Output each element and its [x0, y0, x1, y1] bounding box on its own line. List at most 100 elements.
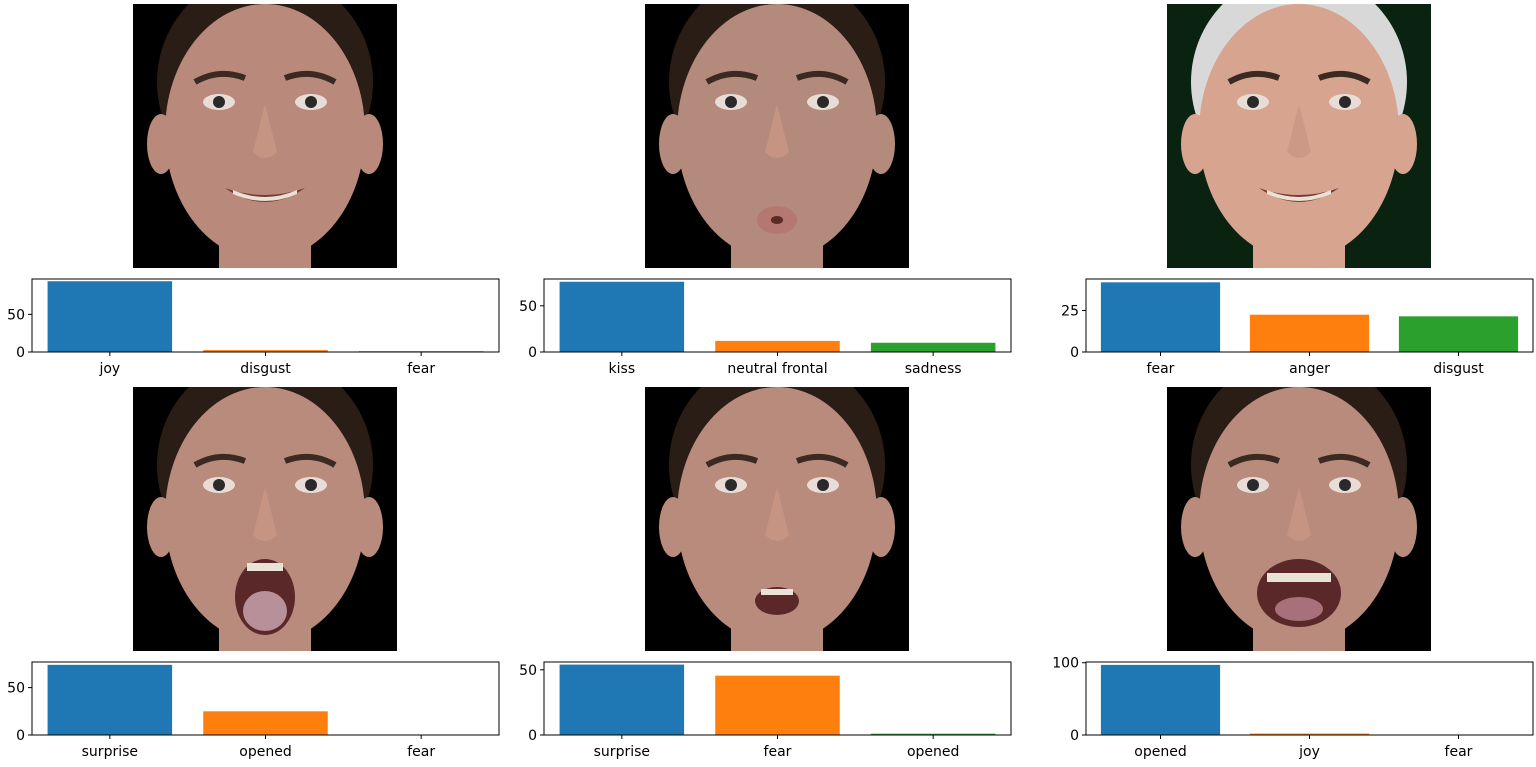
bar — [870, 733, 996, 735]
left-eyebrow — [705, 453, 759, 468]
left-eyebrow — [193, 453, 247, 468]
left-pupil — [725, 96, 737, 108]
left-pupil — [213, 96, 225, 108]
nose — [765, 487, 789, 541]
left-eyebrow — [705, 70, 759, 85]
lips-opening — [771, 216, 783, 224]
nose — [253, 104, 277, 158]
face-image — [133, 387, 397, 651]
y-tick-label: 0 — [528, 728, 537, 744]
bar — [203, 350, 328, 352]
face-photo — [133, 387, 397, 651]
y-tick-label: 0 — [16, 728, 25, 744]
face-photo — [133, 4, 397, 268]
left-pupil — [725, 479, 737, 491]
mouth — [225, 188, 305, 202]
y-tick-label: 50 — [519, 663, 537, 679]
x-tick-label: surprise — [82, 744, 138, 760]
x-tick-label: joy — [1298, 744, 1320, 760]
right-pupil — [1339, 96, 1351, 108]
bar — [1398, 316, 1519, 352]
teeth — [761, 589, 793, 595]
x-tick-label: surprise — [594, 744, 650, 760]
chart-panel: 0 100 opened joy fear — [1024, 383, 1536, 766]
x-tick-label: joy — [98, 361, 120, 377]
face-image — [1167, 387, 1431, 651]
y-tick-label: 0 — [16, 345, 25, 361]
teeth — [1267, 573, 1331, 582]
face-image — [645, 387, 909, 651]
chart-panel: 0 50 joy disgust fear — [0, 0, 512, 383]
bar-chart: 0 100 opened joy fear — [1052, 656, 1534, 760]
y-tick-label: 0 — [528, 345, 537, 361]
bar-chart: 0 50 kiss neutral frontal sadness — [519, 278, 1012, 377]
left-eyebrow — [1227, 453, 1281, 468]
right-pupil — [1339, 479, 1351, 491]
left-eyebrow — [193, 70, 247, 85]
left-pupil — [1247, 96, 1259, 108]
y-tick-label: 25 — [1061, 304, 1079, 320]
chart-panel: 0 50 surprise opened fear — [0, 383, 512, 766]
bar — [47, 664, 173, 735]
teeth — [1267, 190, 1331, 201]
bar-chart: 0 25 fear anger disgust — [1061, 278, 1534, 377]
teeth — [247, 563, 283, 571]
right-eyebrow — [795, 453, 849, 468]
face-image — [645, 4, 909, 268]
x-tick-label: opened — [907, 744, 959, 760]
right-eyebrow — [795, 70, 849, 85]
x-tick-label: fear — [1147, 361, 1175, 377]
bar — [1100, 282, 1221, 352]
chart-panel: 0 50 kiss neutral frontal sadness — [512, 0, 1024, 383]
bar — [47, 281, 173, 352]
x-tick-label: opened — [1134, 744, 1186, 760]
bar — [715, 340, 840, 352]
nose — [1287, 487, 1311, 541]
bar — [203, 711, 328, 735]
x-tick-label: neutral frontal — [727, 361, 827, 377]
bar-chart: 0 50 surprise opened fear — [7, 661, 500, 760]
x-tick-label: fear — [407, 361, 435, 377]
right-eyebrow — [283, 453, 337, 468]
face-image — [133, 4, 397, 268]
y-tick-label: 50 — [7, 307, 25, 323]
x-tick-label: sadness — [905, 361, 962, 377]
right-pupil — [817, 479, 829, 491]
nose — [765, 104, 789, 158]
face-photo — [645, 4, 909, 268]
right-pupil — [305, 96, 317, 108]
x-tick-label: disgust — [240, 361, 291, 377]
x-tick-label: opened — [239, 744, 291, 760]
nose — [253, 487, 277, 541]
right-pupil — [305, 479, 317, 491]
face-photo — [645, 387, 909, 651]
tongue — [1275, 597, 1323, 621]
mouth — [1259, 188, 1339, 202]
bar — [1249, 314, 1370, 352]
chart-panel: 0 25 fear anger disgust — [1024, 0, 1536, 383]
bar-chart: 0 50 joy disgust fear — [7, 278, 500, 377]
x-tick-label: kiss — [609, 361, 636, 377]
x-tick-label: disgust — [1433, 361, 1484, 377]
face-image — [1167, 4, 1431, 268]
face-photo — [1167, 4, 1431, 268]
bar — [559, 664, 685, 735]
y-tick-label: 50 — [7, 681, 25, 697]
tongue — [243, 591, 287, 631]
bar — [870, 342, 996, 352]
right-eyebrow — [283, 70, 337, 85]
y-tick-label: 0 — [1070, 345, 1079, 361]
bar — [1100, 664, 1221, 735]
teeth — [233, 190, 297, 201]
bar — [559, 281, 685, 352]
x-tick-label: anger — [1289, 361, 1330, 377]
y-tick-label: 100 — [1052, 656, 1079, 672]
face-photo — [1167, 387, 1431, 651]
left-pupil — [1247, 479, 1259, 491]
x-tick-label: fear — [1445, 744, 1473, 760]
left-pupil — [213, 479, 225, 491]
nose — [1287, 104, 1311, 158]
bar-chart: 0 50 surprise fear opened — [519, 661, 1012, 760]
left-eyebrow — [1227, 70, 1281, 85]
bar — [715, 675, 840, 735]
